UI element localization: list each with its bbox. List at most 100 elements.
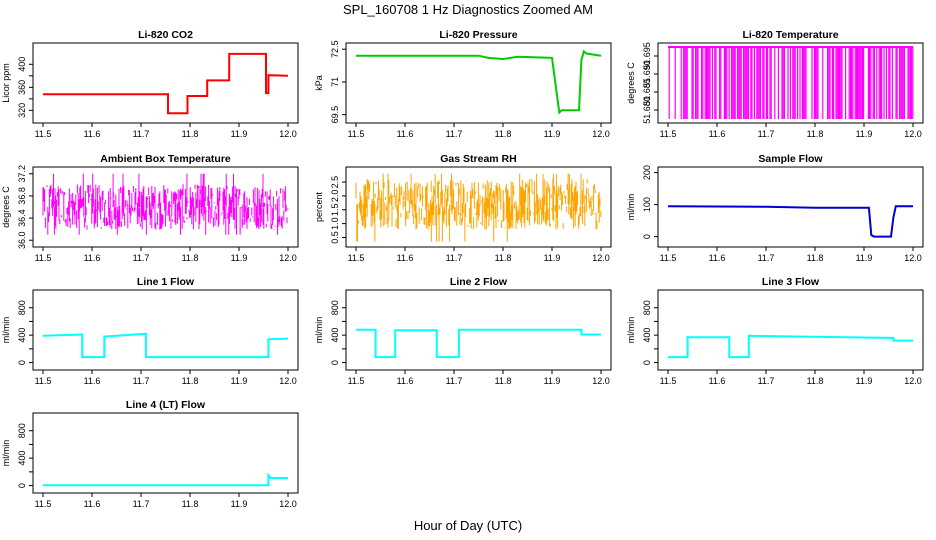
panel-6-xtick-label: 11.6 <box>84 376 101 386</box>
panel-3-ytick-label: 37.2 <box>17 165 27 183</box>
panel-6-xtick-label: 11.8 <box>182 376 199 386</box>
panel-2-ytick-label: 51.695 <box>642 42 652 70</box>
panel-1-xtick-label: 11.8 <box>495 129 512 139</box>
panel-6-series-line <box>42 332 289 359</box>
panel-7-frame <box>345 289 612 371</box>
panel-4-series-line <box>355 173 602 242</box>
panel-3-xtick-label: 11.7 <box>133 253 150 263</box>
panel-4-frame <box>345 166 612 248</box>
panel-1-ytick-label: 69.5 <box>330 106 340 124</box>
panel-6-xtick-label: 11.7 <box>133 376 150 386</box>
panel-0-xtick-label: 11.7 <box>133 129 150 139</box>
panel-4-ytick-label: 1.5 <box>330 204 340 217</box>
panel-3-title: Ambient Box Temperature <box>100 153 231 165</box>
panel-0-xtick-label: 12.0 <box>279 129 297 139</box>
panel-0-ytick-label: 400 <box>17 57 27 72</box>
figure-title: SPL_160708 1 Hz Diagnostics Zoomed AM <box>342 2 594 17</box>
panel-0-xtick-label: 11.9 <box>231 129 248 139</box>
panel-9-ytick-label: 400 <box>17 451 27 466</box>
panel-2-xtick-label: 11.8 <box>807 129 824 139</box>
panel-4-ytick-label: 1.0 <box>330 217 340 230</box>
panel-1-title: Li-820 Pressure <box>439 29 517 41</box>
panel-7-title: Line 2 Flow <box>450 276 508 288</box>
panel-5-xtick-label: 11.5 <box>660 253 677 263</box>
panel-7-ytick-label: 0 <box>330 360 340 365</box>
panel-8-xtick-label: 12.0 <box>904 376 922 386</box>
panel-9-title: Line 4 (LT) Flow <box>126 399 206 411</box>
panel-2-xtick-label: 12.0 <box>904 129 922 139</box>
panel-5-title: Sample Flow <box>758 153 823 165</box>
panel-6-ytick-label: 800 <box>17 300 27 315</box>
panel-6-ytick-label: 400 <box>17 328 27 343</box>
panel-8-xtick-label: 11.8 <box>807 376 824 386</box>
panel-7-xtick-label: 11.5 <box>348 376 365 386</box>
panel-1-series-line <box>356 49 602 115</box>
panel-0-xtick-label: 11.6 <box>84 129 101 139</box>
panel-0-ylabel: Licor ppm <box>1 63 11 103</box>
panel-1-xtick-label: 11.5 <box>348 129 365 139</box>
panel-3-ytick-label: 36.4 <box>17 209 27 227</box>
panel-5-xtick-label: 11.6 <box>709 253 726 263</box>
panel-6-xtick-label: 11.9 <box>231 376 248 386</box>
panel-4-xtick-label: 11.6 <box>397 253 414 263</box>
panel-3-xtick-label: 11.5 <box>35 253 52 263</box>
panel-4-xtick-label: 12.0 <box>592 253 610 263</box>
panel-7-xtick-label: 11.9 <box>544 376 561 386</box>
panel-9-xtick-label: 11.8 <box>182 499 199 509</box>
panel-6-ylabel: ml/min <box>1 317 11 344</box>
panel-9-ytick-label: 0 <box>17 483 27 488</box>
panel-1-xtick-label: 11.9 <box>544 129 561 139</box>
panel-9-ylabel: ml/min <box>1 440 11 467</box>
x-axis-title: Hour of Day (UTC) <box>413 518 523 533</box>
panel-9-xtick-label: 11.6 <box>84 499 101 509</box>
panel-8-title: Line 3 Flow <box>762 276 820 288</box>
panel-8-xtick-label: 11.9 <box>856 376 873 386</box>
panel-3-xtick-label: 12.0 <box>279 253 297 263</box>
panel-6-ytick-label: 0 <box>17 360 27 365</box>
panel-1-ytick-label: 72.5 <box>330 40 340 58</box>
panel-0-xtick-label: 11.8 <box>182 129 199 139</box>
panel-7-xtick-label: 11.7 <box>446 376 463 386</box>
panel-3-frame <box>32 166 299 248</box>
panel-8-xtick-label: 11.5 <box>660 376 677 386</box>
panel-8-xtick-label: 11.7 <box>758 376 775 386</box>
panel-6-frame <box>32 289 299 371</box>
panel-8-ytick-label: 400 <box>642 328 652 343</box>
panel-4-title: Gas Stream RH <box>440 153 516 165</box>
panel-5-ytick-label: 200 <box>642 165 652 180</box>
panel-5-xtick-label: 12.0 <box>904 253 922 263</box>
panel-8-series-line <box>668 334 913 359</box>
panel-5-ytick-label: 0 <box>642 234 652 239</box>
panel-2-xtick-label: 11.6 <box>709 129 726 139</box>
panel-4-ytick-label: 2.0 <box>330 190 340 203</box>
panel-1-ytick-label: 71 <box>330 77 340 87</box>
panel-0-xtick-label: 11.5 <box>35 129 52 139</box>
panel-7-ytick-label: 400 <box>330 328 340 343</box>
panel-5-frame <box>657 166 924 248</box>
panel-9-ytick-label: 800 <box>17 423 27 438</box>
panel-5-xtick-label: 11.9 <box>856 253 873 263</box>
panel-0-frame <box>32 42 299 124</box>
panel-7-series-line <box>356 328 601 359</box>
panel-4-ytick-label: 2.5 <box>330 176 340 189</box>
panel-2-frame <box>657 42 924 124</box>
panel-5-ytick-label: 100 <box>642 197 652 212</box>
panel-0-ytick-label: 360 <box>17 80 27 95</box>
panel-5-series-line <box>667 205 913 238</box>
panel-8-xtick-label: 11.6 <box>709 376 726 386</box>
panel-5-xtick-label: 11.8 <box>807 253 824 263</box>
panel-8-ytick-label: 800 <box>642 300 652 315</box>
panel-5-ylabel: ml/min <box>626 194 636 221</box>
panel-1-xtick-label: 11.7 <box>446 129 463 139</box>
panel-3-ylabel: degrees C <box>1 186 11 228</box>
panel-2-xtick-label: 11.7 <box>758 129 775 139</box>
panel-2-title: Li-820 Temperature <box>742 29 838 41</box>
panel-4-ytick-label: 0.5 <box>330 231 340 244</box>
panel-2-ytick-label: 51.685 <box>642 78 652 106</box>
panel-2-ytick-label: 51.680 <box>642 96 652 124</box>
panel-9-series-line <box>43 472 288 487</box>
panel-3-xtick-label: 11.8 <box>182 253 199 263</box>
panel-2-xtick-label: 11.5 <box>660 129 677 139</box>
panel-9-frame <box>32 412 299 494</box>
